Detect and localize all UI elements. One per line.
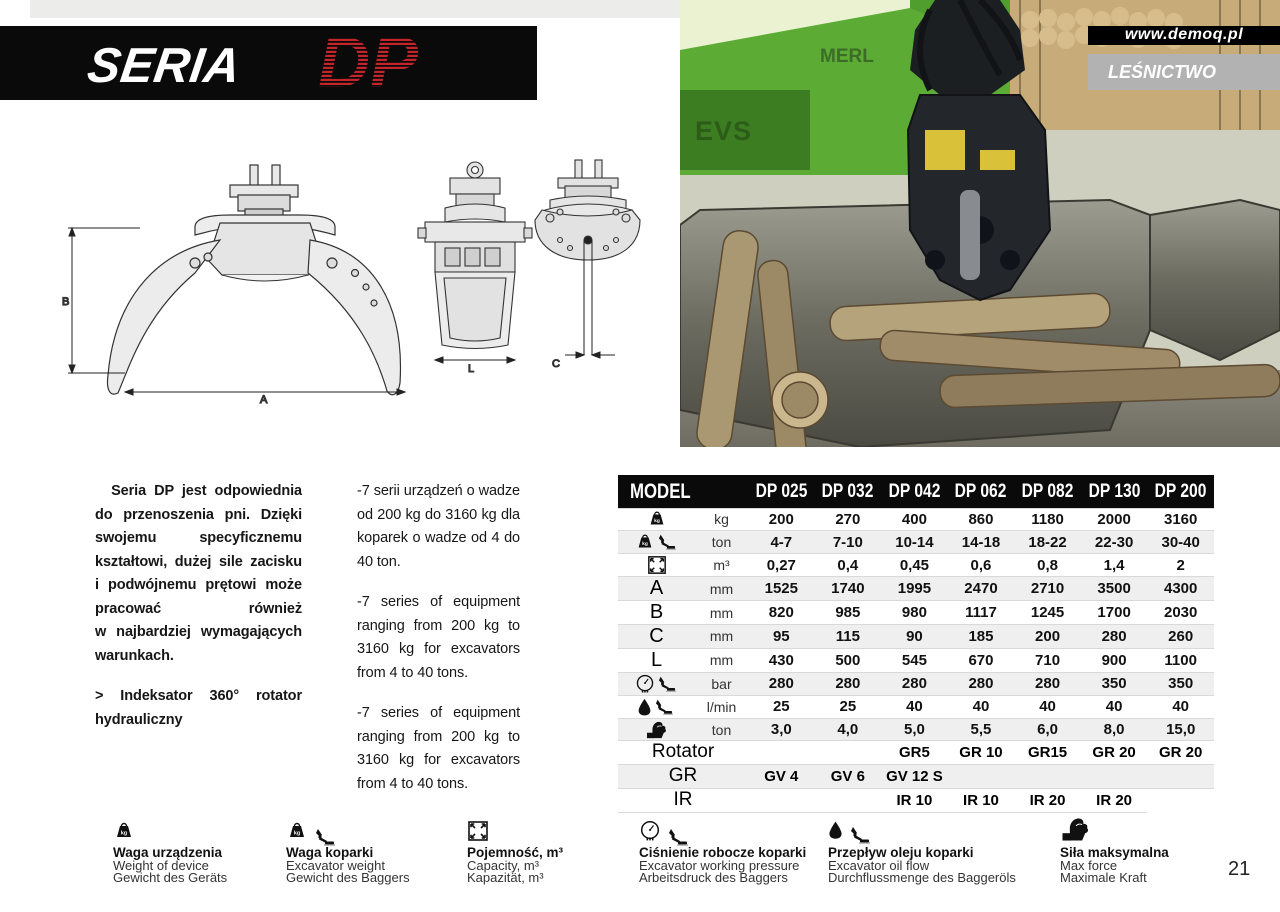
svg-text:kg: kg <box>121 831 127 837</box>
svg-text:kg: kg <box>294 831 300 837</box>
